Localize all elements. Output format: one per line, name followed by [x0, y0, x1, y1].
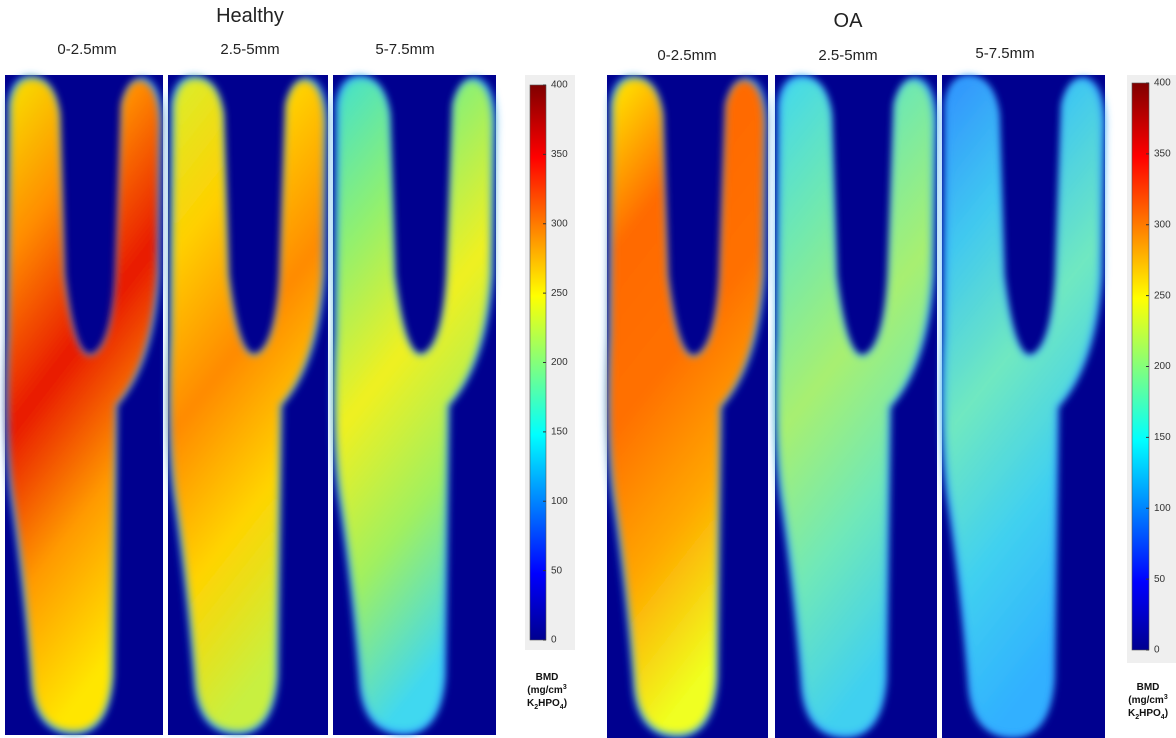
colorbar-tick-label: 200: [1154, 361, 1171, 372]
panel-label: 0-2.5mm: [57, 41, 116, 58]
group-title: OA: [834, 10, 864, 32]
colorbar-label: (mg/cm3: [527, 684, 567, 696]
colorbar-tick-label: 0: [1154, 645, 1160, 656]
colorbar-tick-label: 50: [551, 565, 563, 576]
colorbar-label: BMD: [536, 672, 559, 683]
colorbar-tick-label: 350: [1154, 149, 1171, 160]
bone-shape: [777, 78, 934, 734]
label-part: HPO: [1139, 708, 1161, 719]
bone-map: [606, 75, 768, 738]
colorbar-label: K2HPO4): [527, 698, 567, 711]
panel-label: 5-7.5mm: [975, 45, 1034, 62]
colorbar-label: BMD: [1137, 682, 1160, 693]
bone-map: [774, 75, 937, 738]
colorbar-tick-label: 150: [1154, 432, 1171, 443]
colorbar-tick-label: 350: [551, 149, 568, 160]
label-sub: 4: [1161, 714, 1165, 721]
panel-label: 5-7.5mm: [375, 41, 434, 58]
bone-shape: [609, 78, 765, 734]
colorbar-tick-label: 100: [551, 496, 568, 507]
colorbar-tick-label: 250: [551, 288, 568, 299]
label-part: (mg/cm: [527, 685, 563, 696]
colorbar-tick-label: 100: [1154, 503, 1171, 514]
label-part: ): [564, 698, 567, 709]
colorbar-tick-label: 150: [551, 427, 568, 438]
panel-label: 2.5-5mm: [220, 41, 279, 58]
label-sub: 2: [1135, 714, 1139, 721]
colorbar-tick-label: 400: [1154, 78, 1171, 89]
label-sub: 2: [534, 704, 538, 711]
label-part: (mg/cm: [1128, 695, 1164, 706]
colorbar-tick-label: 400: [551, 80, 568, 91]
colorbar-label: (mg/cm3: [1128, 694, 1168, 706]
label-sup: 3: [1164, 694, 1168, 701]
colorbar-tick-label: 200: [551, 357, 568, 368]
label-part: K: [527, 698, 535, 709]
panel-label: 0-2.5mm: [657, 47, 716, 64]
panel-label: 2.5-5mm: [818, 47, 877, 64]
label-part: K: [1128, 708, 1136, 719]
bone-map: [941, 75, 1105, 738]
label-sup: 3: [563, 684, 567, 691]
group-title: Healthy: [216, 5, 284, 27]
label-sub: 4: [560, 704, 564, 711]
bone-map: [4, 75, 163, 735]
bone-map: [167, 75, 328, 735]
label-part: ): [1165, 708, 1168, 719]
bone-shape: [170, 78, 325, 731]
label-part: HPO: [538, 698, 560, 709]
bone-shape: [335, 78, 493, 731]
colorbar-tick-label: 300: [551, 218, 568, 229]
colorbar-tick-label: 250: [1154, 290, 1171, 301]
colorbar-label: K2HPO4): [1128, 708, 1168, 721]
bone-shape: [944, 78, 1102, 734]
bone-map: [332, 75, 496, 735]
colorbar-tick-label: 50: [1154, 574, 1166, 585]
colorbar-tick-label: 300: [1154, 219, 1171, 230]
colorbar-tick-label: 0: [551, 635, 557, 646]
bone-shape: [7, 78, 160, 731]
